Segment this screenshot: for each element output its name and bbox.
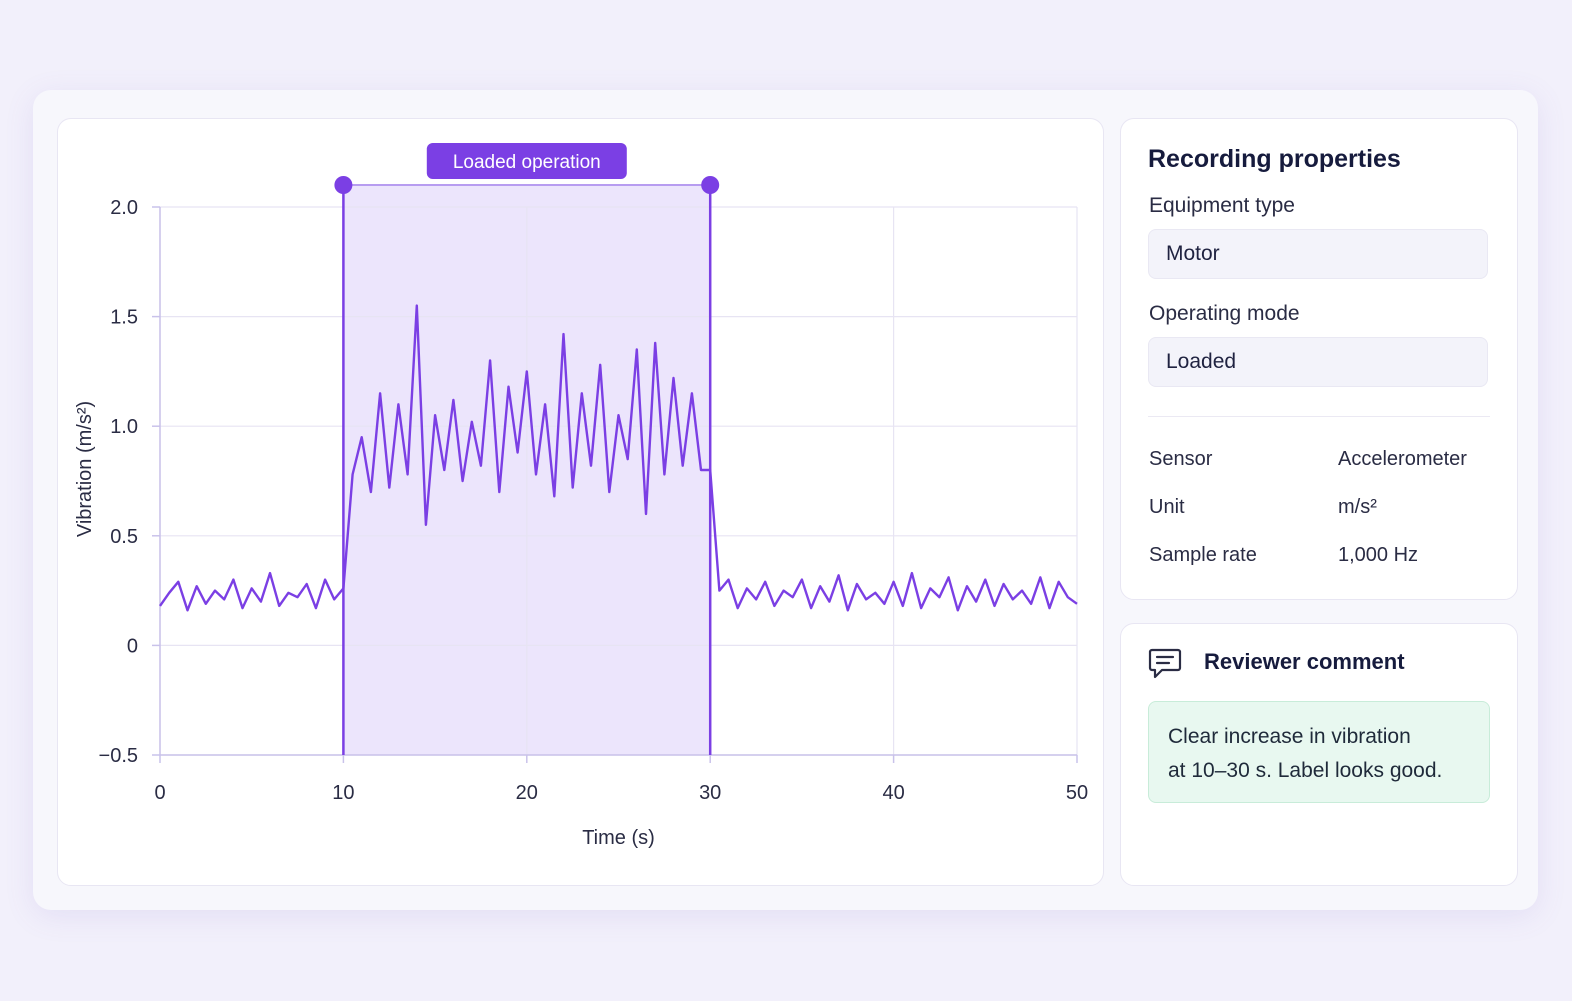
sensor-key: Sensor	[1149, 448, 1213, 470]
y-tick-label: 2.0	[110, 197, 138, 219]
x-axis-title: Time (s)	[582, 827, 655, 849]
reviewer-comment-panel: Reviewer comment Clear increase in vibra…	[1120, 623, 1518, 886]
range-handle-start[interactable]	[334, 176, 353, 194]
y-tick-label: 1.5	[110, 307, 138, 329]
comment-box[interactable]: Clear increase in vibration at 10–30 s. …	[1148, 701, 1490, 803]
y-axis-title: Vibration (m/s²)	[74, 401, 96, 537]
x-tick-label: 20	[516, 782, 538, 804]
comment-line-2: at 10–30 s. Label looks good.	[1168, 759, 1443, 782]
y-tick-label: 0.5	[110, 526, 138, 548]
x-tick-label: 0	[154, 782, 165, 804]
x-tick-label: 50	[1066, 782, 1088, 804]
vibration-chart: 0 10 20 30 40 50 −0.5 0 0.5 1.0 1.5 2.0 Loaded opera…	[74, 143, 1088, 849]
operating-mode-label: Operating mode	[1149, 302, 1300, 325]
y-tick-label: 0	[127, 635, 138, 657]
band-label-pill[interactable]	[426, 143, 627, 179]
panel-title: Recording properties	[1148, 145, 1401, 173]
band-label: Loaded operation	[453, 152, 601, 173]
review-title: Reviewer comment	[1204, 649, 1405, 674]
equipment-type-label: Equipment type	[1149, 194, 1295, 217]
sample-rate-key: Sample rate	[1149, 544, 1257, 566]
recording-properties-panel: Recording properties Equipment type Moto…	[1120, 118, 1518, 600]
sample-rate-value: 1,000 Hz	[1338, 544, 1419, 566]
range-handle-end[interactable]	[701, 176, 720, 194]
y-tick-label: 1.0	[110, 416, 138, 438]
divider	[1148, 416, 1490, 417]
operating-mode-field[interactable]: Loaded	[1148, 337, 1488, 387]
y-tick-label: −0.5	[99, 745, 138, 767]
comment-line-1: Clear increase in vibration	[1168, 725, 1411, 748]
x-tick-label: 10	[332, 782, 354, 804]
sensor-value: Accelerometer	[1338, 448, 1467, 470]
series-line	[159, 304, 1078, 612]
unit-value: m/s²	[1338, 496, 1377, 518]
equipment-type-field[interactable]: Motor	[1148, 229, 1488, 279]
comment-icon	[1148, 648, 1182, 679]
chart-panel: 0 10 20 30 40 50 −0.5 0 0.5 1.0 1.5 2.0 Loaded opera…	[57, 118, 1104, 886]
x-tick-label: 40	[882, 782, 904, 804]
x-tick-label: 30	[699, 782, 721, 804]
unit-key: Unit	[1149, 496, 1185, 518]
